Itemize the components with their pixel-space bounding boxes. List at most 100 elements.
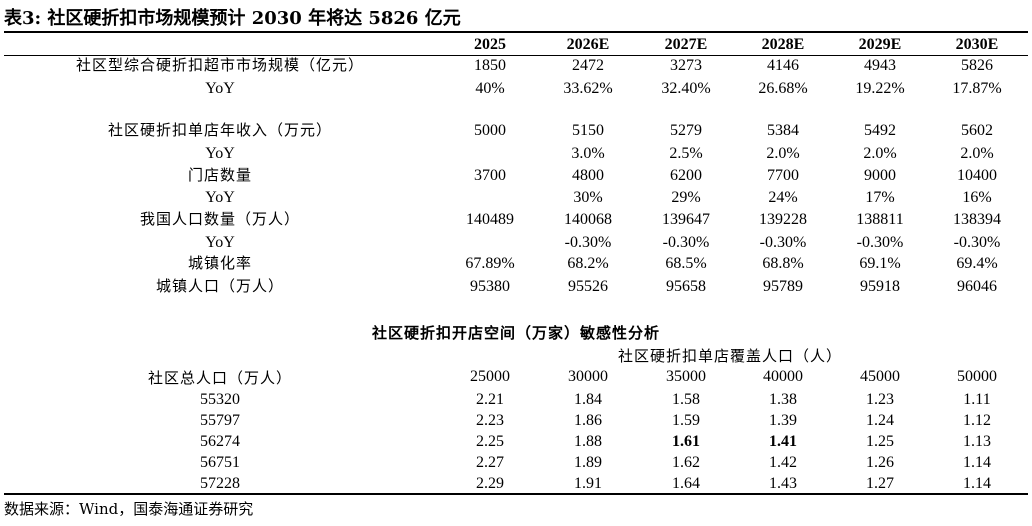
table-cell: 138394 xyxy=(953,211,1001,228)
sensitivity-row-label: 55320 xyxy=(200,391,240,408)
table-cell: 4800 xyxy=(572,167,604,184)
table-cell: 32.40% xyxy=(661,80,711,97)
table-cell: 3.0% xyxy=(571,145,605,162)
table-cell: 1850 xyxy=(474,57,506,74)
row-label: YoY xyxy=(205,145,235,162)
sensitivity-cell: 2.25 xyxy=(476,433,504,450)
table-cell: 68.8% xyxy=(762,255,804,272)
header-rule xyxy=(4,55,1028,56)
sensitivity-column-header: 30000 xyxy=(568,368,608,385)
header-cell: 2026E xyxy=(566,36,610,53)
row-label: YoY xyxy=(205,234,235,251)
table-cell: -0.30% xyxy=(564,234,612,251)
sensitivity-cell: 2.23 xyxy=(476,412,504,429)
table-cell: 95380 xyxy=(470,278,510,295)
table-cell: 17% xyxy=(865,189,895,206)
sensitivity-cell: 1.61 xyxy=(672,433,700,450)
table-cell: 95918 xyxy=(860,278,900,295)
table-cell: 95658 xyxy=(666,278,706,295)
table-cell: 69.1% xyxy=(859,255,901,272)
table-cell: 30% xyxy=(573,189,603,206)
table-cell: 33.62% xyxy=(563,80,613,97)
sensitivity-cell: 1.58 xyxy=(672,391,700,408)
sensitivity-cell: 1.14 xyxy=(963,475,991,492)
table-cell: 5826 xyxy=(961,57,993,74)
table-cell: 140068 xyxy=(564,211,612,228)
table-cell: 40% xyxy=(475,80,505,97)
table-cell: 5000 xyxy=(474,122,506,139)
sensitivity-cell: 1.59 xyxy=(672,412,700,429)
table-cell: 4146 xyxy=(767,57,799,74)
table-cell: 29% xyxy=(671,189,701,206)
table-cell: 69.4% xyxy=(956,255,998,272)
sensitivity-cell: 1.38 xyxy=(769,391,797,408)
table-cell: 17.87% xyxy=(952,80,1002,97)
row-label: 城镇化率 xyxy=(187,254,253,272)
table-cell: 24% xyxy=(768,189,798,206)
sensitivity-cell: 1.11 xyxy=(963,391,991,408)
sensitivity-cell: 1.14 xyxy=(963,454,991,471)
sensitivity-cell: 2.29 xyxy=(476,475,504,492)
sensitivity-cell: 1.23 xyxy=(866,391,894,408)
sensitivity-column-header: 40000 xyxy=(763,368,803,385)
sensitivity-column-header: 35000 xyxy=(666,368,706,385)
row-label: 城镇人口（万人） xyxy=(155,277,285,295)
table-cell: 5384 xyxy=(767,122,799,139)
table-cell: 96046 xyxy=(957,278,997,295)
sensitivity-cell: 2.27 xyxy=(476,454,504,471)
table-cell: 3273 xyxy=(670,57,702,74)
row-label: 我国人口数量（万人） xyxy=(139,210,301,228)
row-label: YoY xyxy=(205,80,235,97)
sensitivity-cell: 1.26 xyxy=(866,454,894,471)
sensitivity-title: 社区硬折扣开店空间（万家）敏感性分析 xyxy=(371,324,661,342)
table-title: 表3: 社区硬折扣市场规模预计 2030 年将达 5826 亿元 xyxy=(4,8,461,29)
sensitivity-cell: 1.41 xyxy=(769,433,797,450)
row-label: 社区硬折扣单店年收入（万元） xyxy=(107,121,333,139)
bottom-rule xyxy=(4,493,1028,495)
sensitivity-cell: 2.21 xyxy=(476,391,504,408)
sensitivity-column-title: 社区硬折扣单店覆盖人口（人） xyxy=(617,347,843,365)
table-cell: 67.89% xyxy=(465,255,515,272)
header-cell: 2027E xyxy=(664,36,708,53)
sensitivity-cell: 1.91 xyxy=(574,475,602,492)
table-cell: 2.5% xyxy=(669,145,703,162)
table-cell: 4943 xyxy=(864,57,896,74)
table-cell: 95526 xyxy=(568,278,608,295)
sensitivity-column-header: 25000 xyxy=(470,368,510,385)
table-cell: -0.30% xyxy=(759,234,807,251)
sensitivity-cell: 1.25 xyxy=(866,433,894,450)
sensitivity-cell: 1.84 xyxy=(574,391,602,408)
table-cell: 68.2% xyxy=(567,255,609,272)
table-cell: 2.0% xyxy=(766,145,800,162)
top-rule xyxy=(4,31,1028,33)
sensitivity-row-title: 社区总人口（万人） xyxy=(147,369,293,387)
header-cell: 2025 xyxy=(474,36,506,53)
sensitivity-cell: 1.64 xyxy=(672,475,700,492)
table-cell: -0.30% xyxy=(662,234,710,251)
header-cell: 2030E xyxy=(955,36,999,53)
table-cell: 3700 xyxy=(474,167,506,184)
table-cell: 5150 xyxy=(572,122,604,139)
table-cell: -0.30% xyxy=(953,234,1001,251)
sensitivity-row-label: 56751 xyxy=(200,454,240,471)
table-cell: 2.0% xyxy=(960,145,994,162)
sensitivity-column-header: 50000 xyxy=(957,368,997,385)
sensitivity-cell: 1.24 xyxy=(866,412,894,429)
table-cell: 2472 xyxy=(572,57,604,74)
sensitivity-cell: 1.43 xyxy=(769,475,797,492)
table-cell: -0.30% xyxy=(856,234,904,251)
sensitivity-column-header: 45000 xyxy=(860,368,900,385)
table-cell: 68.5% xyxy=(665,255,707,272)
sensitivity-cell: 1.12 xyxy=(963,412,991,429)
sensitivity-cell: 1.89 xyxy=(574,454,602,471)
source-note: 数据来源：Wind，国泰海通证券研究 xyxy=(4,500,254,518)
table-cell: 95789 xyxy=(763,278,803,295)
row-label: 社区型综合硬折扣超市市场规模（亿元） xyxy=(75,56,365,74)
table-cell: 139647 xyxy=(662,211,710,228)
sensitivity-row-label: 55797 xyxy=(200,412,240,429)
sensitivity-cell: 1.39 xyxy=(769,412,797,429)
table-cell: 139228 xyxy=(759,211,807,228)
sensitivity-row-label: 57228 xyxy=(200,475,240,492)
table-cell: 16% xyxy=(962,189,992,206)
table-cell: 138811 xyxy=(856,211,904,228)
